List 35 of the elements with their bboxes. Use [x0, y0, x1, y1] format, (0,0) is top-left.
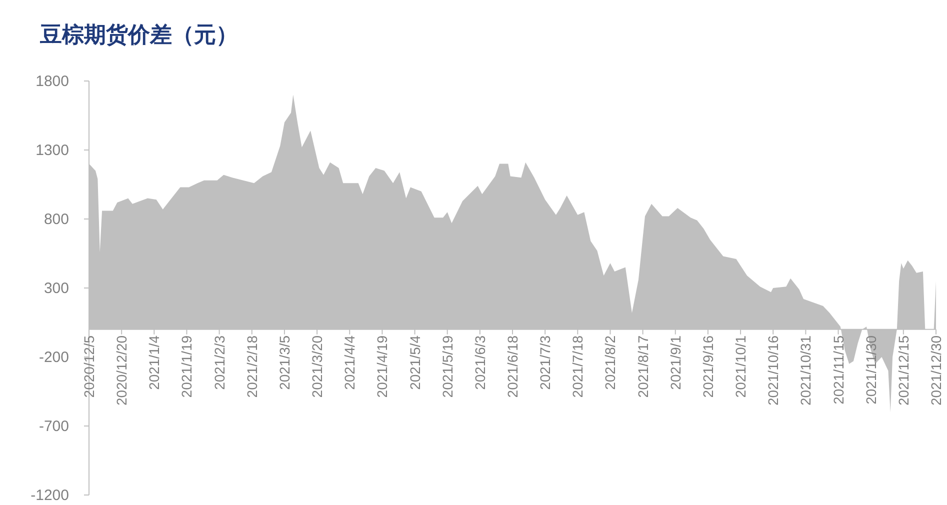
x-tick-label: 2021/2/18 [244, 335, 260, 398]
y-tick-label: 300 [44, 280, 69, 297]
x-tick-label: 2021/5/4 [406, 335, 423, 390]
x-tick-label: 2021/2/3 [211, 335, 228, 390]
y-tick-label: 800 [44, 211, 69, 228]
y-tick-label: -1200 [30, 487, 69, 504]
x-tick-label: 2021/1/19 [178, 335, 195, 398]
x-tick-label: 2021/10/1 [732, 335, 749, 398]
x-tick-label: 2021/12/15 [895, 335, 912, 406]
x-tick-label: 2021/11/15 [830, 335, 846, 404]
x-tick-label: 2021/9/1 [667, 335, 684, 390]
y-tick-label: -700 [38, 418, 69, 435]
x-tick-label: 2021/6/18 [504, 335, 520, 398]
x-tick-label: 2021/4/4 [342, 335, 358, 390]
x-tick-label: 2021/9/16 [700, 335, 716, 398]
x-tick-label: 2021/12/30 [928, 335, 944, 406]
x-tick-label: 2021/8/2 [602, 335, 618, 390]
y-tick-label: 1800 [36, 73, 69, 90]
x-tick-label: 2021/7/18 [570, 335, 586, 398]
x-tick-label: 2021/1/4 [146, 335, 162, 390]
chart-title: 豆棕期货价差（元） [39, 22, 238, 47]
x-tick-label: 2021/3/5 [276, 335, 292, 390]
x-tick-label: 2021/6/3 [472, 335, 488, 390]
x-tick-label: 2021/10/16 [765, 335, 782, 406]
x-tick-label: 2020/12/5 [81, 335, 97, 398]
x-tick-label: 2021/11/30 [862, 335, 879, 404]
y-tick-label: -200 [38, 349, 69, 366]
x-tick-label: 2021/10/31 [798, 335, 814, 406]
x-tick-label: 2021/8/17 [634, 335, 651, 398]
x-tick-label: 2021/5/19 [439, 335, 456, 398]
x-tick-label: 2021/4/19 [374, 335, 390, 398]
x-tick-label: 2021/7/3 [537, 335, 554, 390]
x-tick-label: 2021/3/20 [309, 335, 326, 398]
x-tick-label: 2020/12/20 [114, 335, 130, 406]
y-tick-label: 1300 [36, 142, 69, 159]
